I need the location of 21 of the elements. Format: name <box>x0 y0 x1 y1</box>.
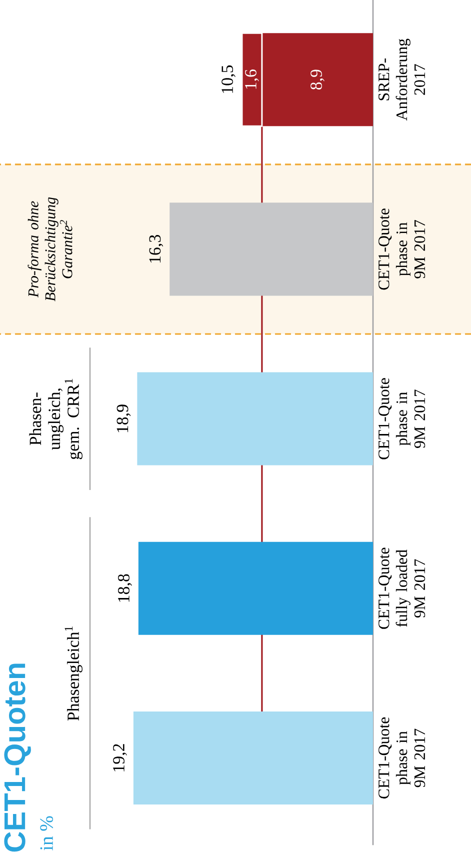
data-label: 18,8 <box>118 574 132 602</box>
data-label: 8,9 <box>310 70 324 90</box>
text: Phasen-ungleich, gem. CRR$^{1}$ <box>29 378 82 460</box>
data-label: 19,2 <box>113 744 127 772</box>
bar <box>170 202 373 296</box>
y-tick-label: CET1-Quote phase in 9M 2017 <box>378 717 426 799</box>
data-label: 16,3 <box>149 235 164 263</box>
bar <box>138 542 373 635</box>
y-tick-label: CET1-Quote phase in 9M 2017 <box>378 208 426 290</box>
data-label: 18,9 <box>116 404 131 432</box>
bar <box>133 711 373 805</box>
text: in % <box>40 816 54 850</box>
total-label: 10,5 <box>222 65 236 93</box>
y-tick-label: CET1-Quote phase in 9M 2017 <box>378 378 426 460</box>
text: Phasengleich$^{1}$ <box>64 626 82 721</box>
y-tick-label: CET1-Quote fully loaded 9M 2017 <box>378 548 426 629</box>
y-tick-label: SREP-Anforderung 2017 <box>378 38 426 121</box>
text: CET1-Quoten <box>4 664 31 852</box>
data-label: 1,6 <box>245 70 259 89</box>
bar <box>137 372 373 466</box>
text: Pro-forma ohne Berücksichtigung Garantie$^{2}$ <box>28 197 72 302</box>
